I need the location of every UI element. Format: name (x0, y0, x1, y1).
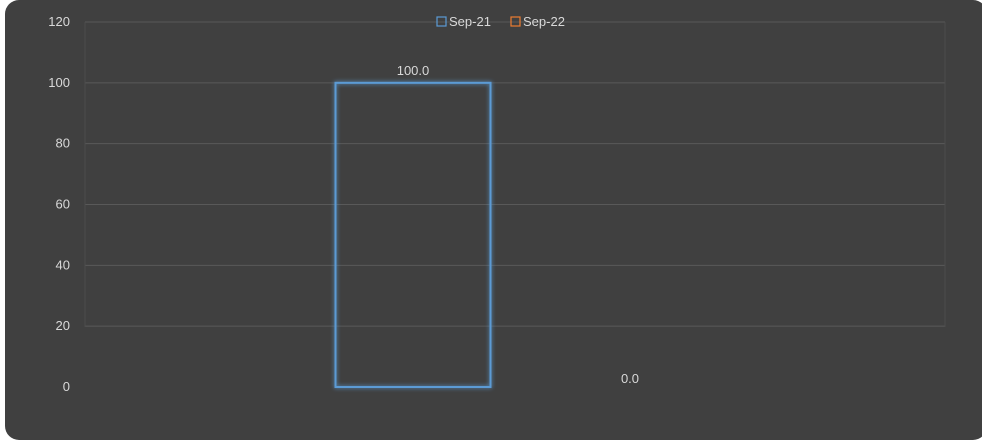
bar-sep-21 (334, 81, 492, 388)
y-tick-label: 60 (56, 197, 70, 212)
y-tick-label: 40 (56, 257, 70, 272)
data-labels: 100.0 0.0 (397, 63, 639, 386)
gridlines (84, 21, 946, 327)
legend-swatch-sep-22 (510, 16, 521, 27)
bar-chart: 0 20 40 60 80 100 120 100.0 0.0 Sep-21 Sep-22 (48, 14, 946, 394)
legend-label-sep-22: Sep-22 (523, 14, 565, 29)
chart-panel: 0 20 40 60 80 100 120 100.0 0.0 Sep-21 Sep-22 (5, 0, 982, 440)
legend-swatch-sep-21 (436, 16, 447, 27)
legend: Sep-21 Sep-22 (436, 14, 565, 29)
y-tick-label: 80 (56, 136, 70, 151)
y-tick-label: 100 (48, 75, 70, 90)
y-tick-label: 0 (63, 379, 70, 394)
data-label-sep-22: 0.0 (621, 371, 639, 386)
y-axis-ticks: 0 20 40 60 80 100 120 (48, 14, 70, 394)
y-tick-label: 20 (56, 318, 70, 333)
legend-label-sep-21: Sep-21 (449, 14, 491, 29)
bars (334, 81, 492, 388)
data-label-sep-21: 100.0 (397, 63, 430, 78)
y-tick-label: 120 (48, 14, 70, 29)
